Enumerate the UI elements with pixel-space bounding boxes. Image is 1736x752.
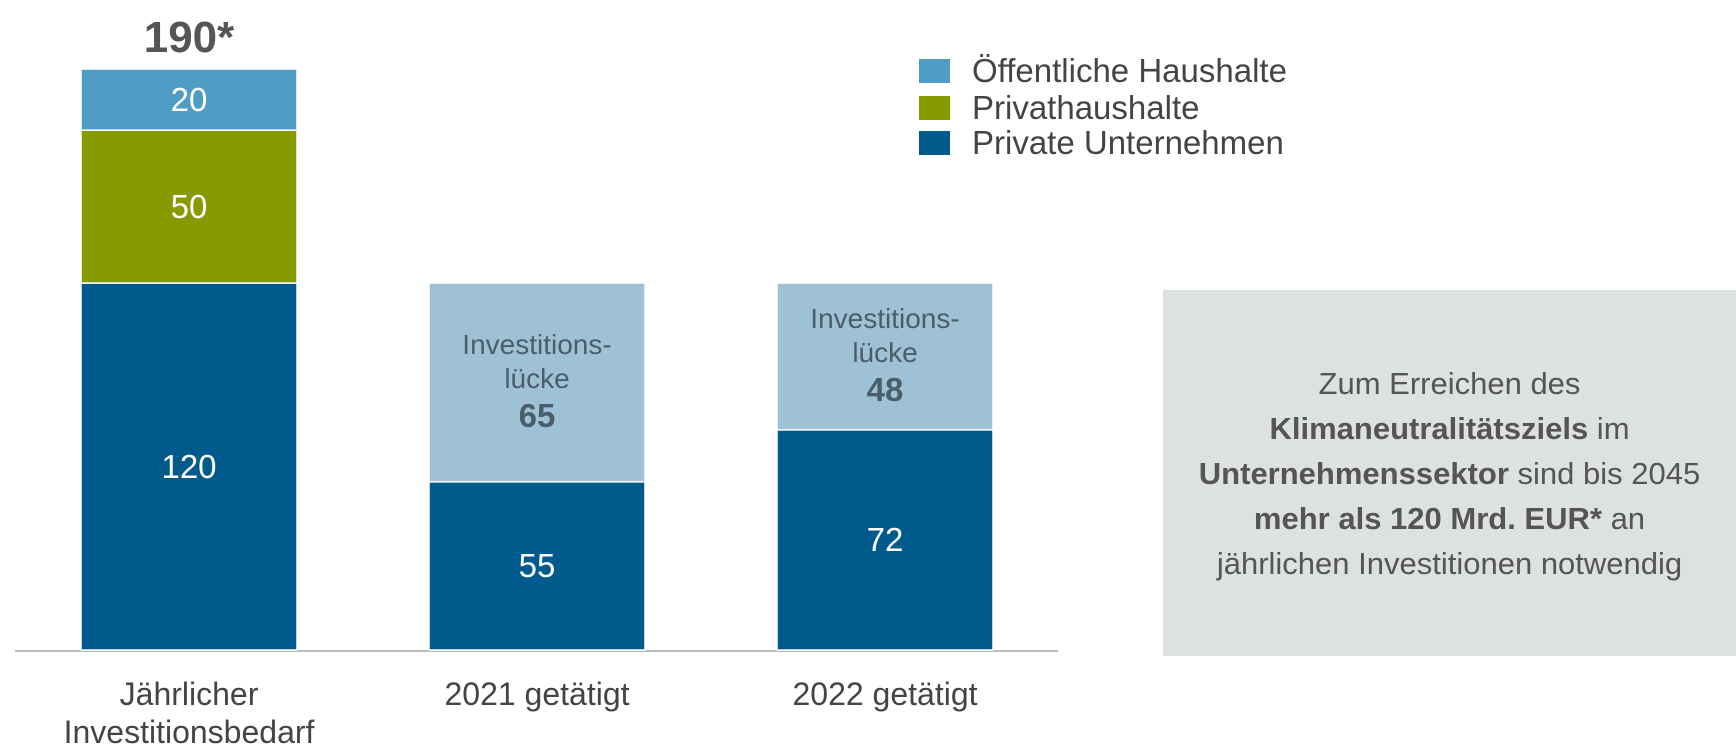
gap-value: 65 xyxy=(518,397,556,435)
legend-swatch xyxy=(919,131,950,155)
legend-swatch xyxy=(919,96,950,120)
gap-value: 48 xyxy=(866,371,904,409)
value-label: 120 xyxy=(161,447,217,485)
note-text: Zum Erreichen des Klimaneutralitätsziels… xyxy=(1190,361,1710,586)
note-segment: an jährlichen Investitionen notwendig xyxy=(1216,500,1683,581)
bar-segment xyxy=(80,129,298,284)
x-tick-label: Jährlicher Investitionsbedarf xyxy=(63,676,315,750)
value-label: 50 xyxy=(170,187,208,225)
x-tick-label: 2022 getätigt xyxy=(792,676,978,712)
gap-label: Investitions- lücke 48 xyxy=(810,303,960,409)
note-segment: sind bis 2045 xyxy=(1508,455,1701,491)
legend-label: Privathaushalte xyxy=(972,89,1200,126)
gap-segment xyxy=(776,282,994,431)
bar-segment xyxy=(776,429,994,651)
note-segment: Unternehmenssektor xyxy=(1198,455,1509,491)
x-tick-label: 2021 getätigt xyxy=(444,676,630,712)
gap-segment xyxy=(428,282,646,483)
gap-label: Investitions- lücke 65 xyxy=(462,329,612,435)
legend-label: Öffentliche Haushalte xyxy=(972,52,1287,89)
total-label: 190* xyxy=(143,13,235,62)
bar-segment xyxy=(80,68,298,131)
bar-segment xyxy=(80,282,298,651)
value-label: 55 xyxy=(518,546,556,584)
value-label: 72 xyxy=(866,520,904,558)
legend-label: Private Unternehmen xyxy=(972,124,1284,161)
note-box: Zum Erreichen des Klimaneutralitätsziels… xyxy=(1163,290,1736,656)
bar-segment xyxy=(428,481,646,651)
value-label: 20 xyxy=(170,80,208,118)
note-segment: Zum Erreichen des xyxy=(1318,365,1581,401)
legend-swatch xyxy=(919,59,950,83)
note-segment: im xyxy=(1588,410,1630,446)
note-segment: Klimaneutralitätsziels xyxy=(1269,410,1589,446)
note-segment: mehr als 120 Mrd. EUR* xyxy=(1253,500,1602,536)
